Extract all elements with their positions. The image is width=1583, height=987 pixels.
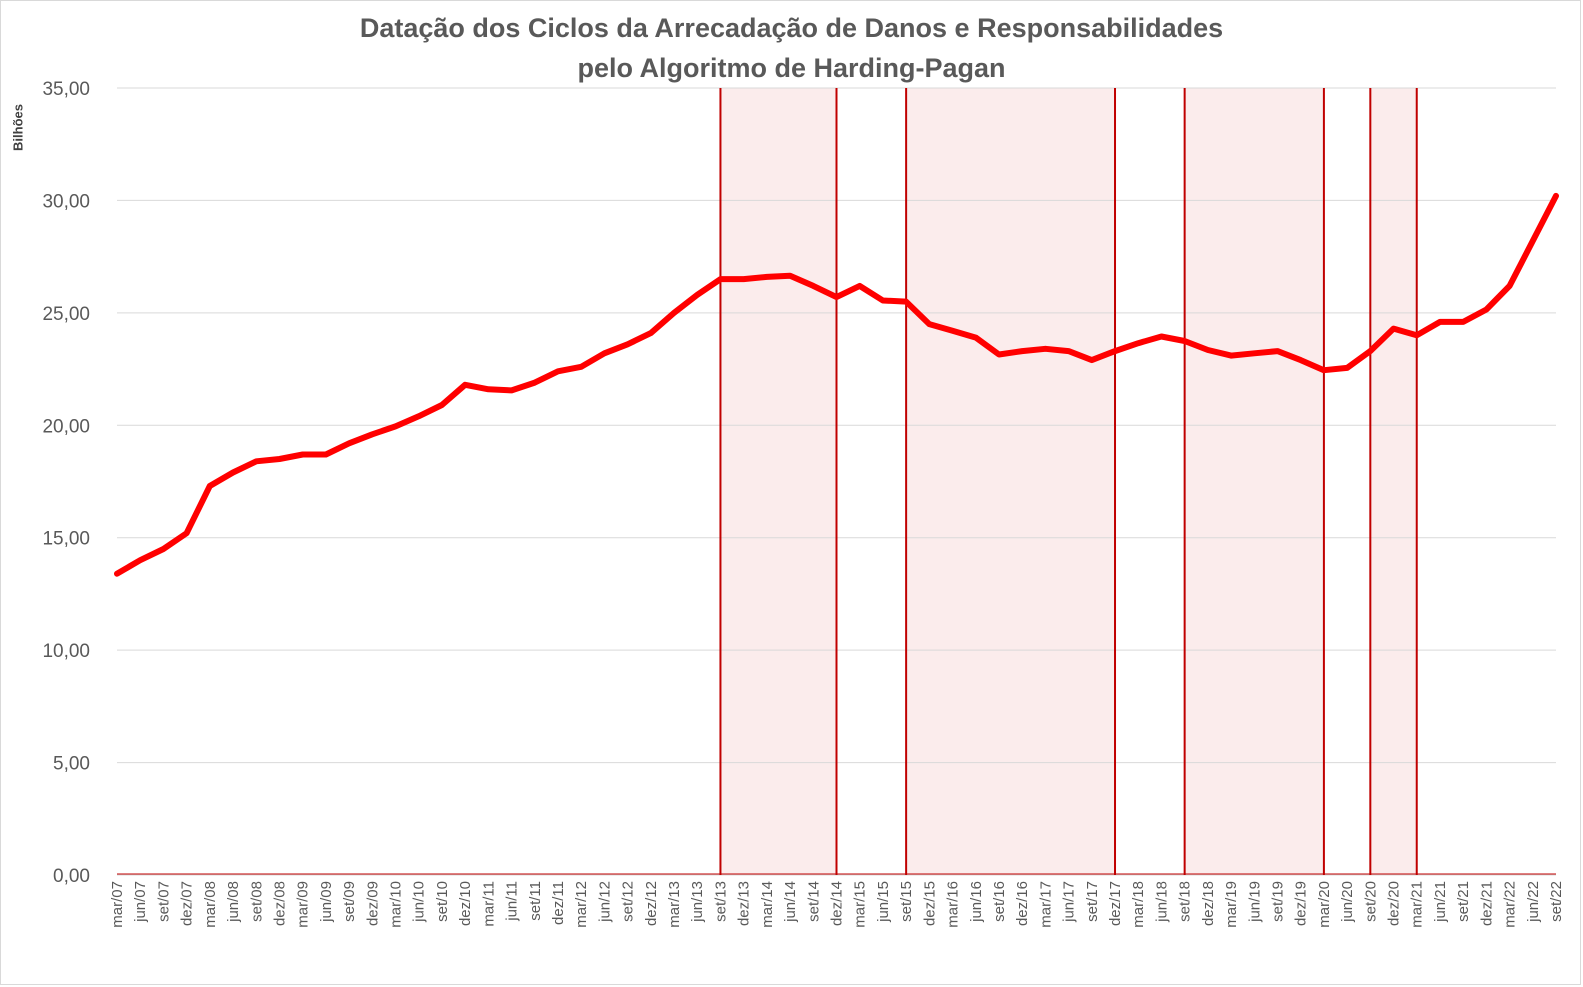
x-tick-label: mar/09 bbox=[295, 881, 312, 928]
x-tick-label: set/10 bbox=[434, 881, 451, 922]
x-tick-label: mar/10 bbox=[388, 881, 405, 928]
cycle-band-1 bbox=[720, 88, 837, 875]
y-tick-label: 25,00 bbox=[42, 304, 90, 325]
x-tick-label: set/07 bbox=[155, 881, 172, 922]
x-tick-label: mar/14 bbox=[759, 881, 776, 928]
x-tick-label: set/12 bbox=[620, 881, 637, 922]
x-tick-label: mar/19 bbox=[1223, 881, 1240, 928]
x-tick-label: jun/17 bbox=[1061, 881, 1078, 923]
x-tick-label: jun/12 bbox=[596, 881, 613, 923]
y-tick-label: 30,00 bbox=[42, 191, 90, 212]
x-tick-label: jun/19 bbox=[1246, 881, 1263, 923]
chart-title: Datação dos Ciclos da Arrecadação de Dan… bbox=[0, 8, 1583, 88]
x-tick-label: jun/13 bbox=[689, 881, 706, 923]
cycle-band-3 bbox=[1184, 88, 1324, 875]
x-tick-label: mar/22 bbox=[1502, 881, 1519, 928]
y-tick-label: 20,00 bbox=[42, 416, 90, 437]
x-tick-label: mar/15 bbox=[852, 881, 869, 928]
x-tick-label: set/15 bbox=[898, 881, 915, 922]
x-tick-label: set/20 bbox=[1362, 881, 1379, 922]
x-tick-label: set/08 bbox=[248, 881, 265, 922]
x-tick-label: dez/19 bbox=[1293, 881, 1310, 926]
x-tick-label: dez/15 bbox=[921, 881, 938, 926]
x-tick-label: dez/07 bbox=[179, 881, 196, 926]
x-tick-label: dez/11 bbox=[550, 881, 567, 925]
x-tick-label: dez/17 bbox=[1107, 881, 1124, 926]
x-tick-label: set/19 bbox=[1269, 881, 1286, 922]
x-tick-label: mar/18 bbox=[1130, 881, 1147, 928]
x-tick-label: set/09 bbox=[341, 881, 358, 922]
x-tick-label: dez/12 bbox=[643, 881, 660, 926]
cycle-band-4 bbox=[1370, 88, 1417, 875]
x-tick-label: dez/08 bbox=[271, 881, 288, 926]
x-tick-label: jun/18 bbox=[1153, 881, 1170, 923]
chart-title-line-2: pelo Algoritmo de Harding-Pagan bbox=[577, 53, 1006, 83]
x-tick-label: set/22 bbox=[1548, 881, 1565, 922]
x-tick-label: set/17 bbox=[1084, 881, 1101, 922]
x-tick-label: jun/22 bbox=[1525, 881, 1542, 923]
x-tick-label: mar/07 bbox=[109, 881, 126, 928]
x-tick-label: mar/21 bbox=[1409, 881, 1426, 928]
x-tick-label: dez/18 bbox=[1200, 881, 1217, 926]
y-tick-label: 10,00 bbox=[42, 641, 90, 662]
x-tick-label: dez/14 bbox=[829, 881, 846, 926]
x-tick-label: jun/16 bbox=[968, 881, 985, 923]
x-tick-label: jun/14 bbox=[782, 881, 799, 923]
x-tick-label: mar/17 bbox=[1037, 881, 1054, 928]
x-tick-label: mar/12 bbox=[573, 881, 590, 928]
x-tick-label: dez/10 bbox=[457, 881, 474, 926]
y-tick-label: 0,00 bbox=[53, 866, 90, 887]
x-tick-label: mar/20 bbox=[1316, 881, 1333, 928]
x-tick-label: jun/08 bbox=[225, 881, 242, 923]
x-tick-label: jun/11 bbox=[504, 881, 521, 922]
x-tick-label: jun/21 bbox=[1432, 881, 1449, 923]
y-tick-label: 15,00 bbox=[42, 529, 90, 550]
x-tick-label: dez/16 bbox=[1014, 881, 1031, 926]
x-tick-label: set/21 bbox=[1455, 881, 1472, 922]
x-tick-label: dez/09 bbox=[364, 881, 381, 926]
y-tick-label: 5,00 bbox=[53, 754, 90, 775]
x-tick-label: set/16 bbox=[991, 881, 1008, 922]
chart-title-line-1: Datação dos Ciclos da Arrecadação de Dan… bbox=[359, 13, 1224, 43]
x-tick-label: set/11 bbox=[527, 881, 544, 921]
x-tick-label: jun/20 bbox=[1339, 881, 1356, 923]
x-tick-label: set/14 bbox=[805, 881, 822, 922]
x-tick-label: dez/20 bbox=[1386, 881, 1403, 926]
x-tick-label: mar/13 bbox=[666, 881, 683, 928]
x-tick-label: jun/10 bbox=[411, 881, 428, 923]
x-tick-label: mar/11 bbox=[480, 881, 497, 927]
x-tick-label: dez/13 bbox=[736, 881, 753, 926]
x-tick-label: jun/09 bbox=[318, 881, 335, 923]
y-tick-label: 35,00 bbox=[42, 79, 90, 100]
x-tick-label: mar/08 bbox=[202, 881, 219, 928]
x-tick-label: set/13 bbox=[712, 881, 729, 922]
x-tick-label: jun/07 bbox=[132, 881, 149, 923]
x-tick-label: jun/15 bbox=[875, 881, 892, 923]
cycle-band-2 bbox=[906, 88, 1116, 875]
x-tick-label: mar/16 bbox=[945, 881, 962, 928]
x-tick-label: set/18 bbox=[1177, 881, 1194, 922]
x-tick-label: dez/21 bbox=[1478, 881, 1495, 926]
